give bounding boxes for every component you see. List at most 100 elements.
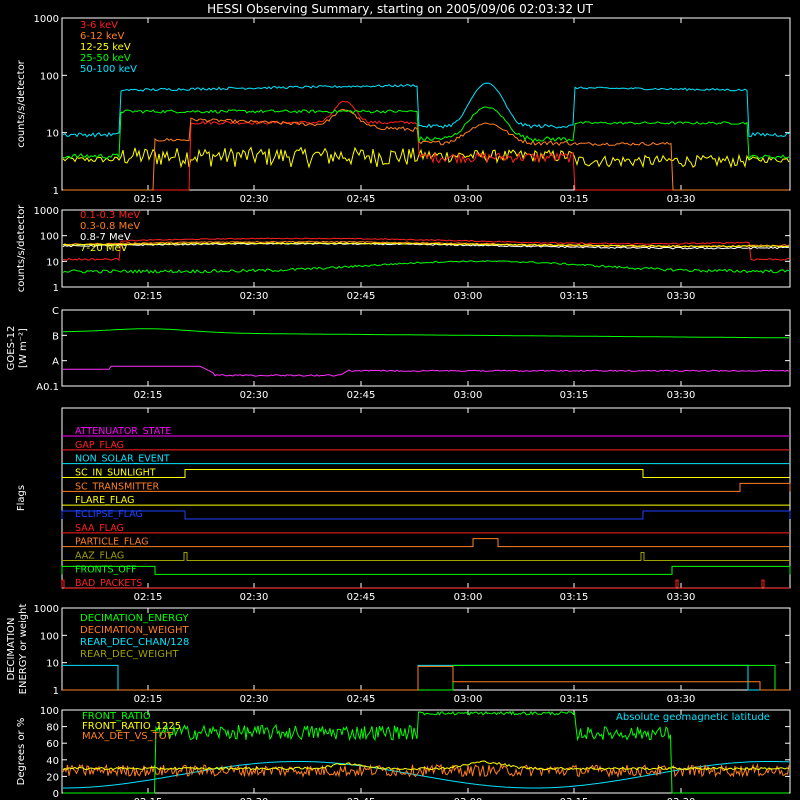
time-tick-label: 02:45 xyxy=(347,194,376,205)
y-tick-label: 1 xyxy=(53,186,59,197)
time-tick-label: 03:00 xyxy=(454,194,483,205)
flag-line xyxy=(62,482,791,492)
y-tick-label: 10 xyxy=(46,659,59,670)
goes-long-line xyxy=(62,328,790,339)
time-tick-label: 03:15 xyxy=(560,797,589,800)
series-line-2 xyxy=(62,146,790,169)
y-tick-label: B xyxy=(52,331,59,342)
y-tick-label: 80 xyxy=(46,723,59,734)
flag-line xyxy=(62,538,790,548)
flag-label: PARTICLE_FLAG xyxy=(75,537,148,548)
y-axis-label: Flags xyxy=(16,485,27,511)
y-tick-label: 100 xyxy=(40,232,59,243)
time-tick-label: 02:30 xyxy=(240,390,269,401)
y-axis-label: GOES-12 xyxy=(6,326,17,371)
y-tick-label: 10 xyxy=(46,129,59,140)
legend-entry: 50-100 keV xyxy=(80,64,137,75)
time-tick-label: 03:15 xyxy=(560,694,589,705)
y-tick-label: 100 xyxy=(40,71,59,82)
y-axis-label: ENERGY or weight xyxy=(18,604,29,695)
y-tick-label: 20 xyxy=(46,772,59,783)
flag-label: GAP_FLAG xyxy=(75,440,124,451)
series-line-0 xyxy=(62,237,790,262)
panel-flags: 02:15 02:30 02:45 03:00 03:15 03:30 Flags ATTEN… xyxy=(16,407,791,603)
y-tick-label: C xyxy=(52,306,59,317)
panel-lowE: 02:15 02:30 02:45 03:00 03:15 03:30 1 10 100 1000… xyxy=(16,14,791,205)
legend-entry: 6-12 keV xyxy=(80,31,124,42)
time-tick-label: 03:15 xyxy=(560,592,589,603)
legend-entry: FRONT_RATIO xyxy=(82,711,151,722)
legend-entry: DECIMATION_ENERGY xyxy=(80,613,189,624)
time-tick-label: 02:15 xyxy=(134,694,163,705)
time-tick-label: 02:15 xyxy=(134,390,163,401)
series-line-3 xyxy=(62,106,790,160)
y-axis-label: [W m⁻²] xyxy=(18,328,29,368)
panel-ratio: 02:15 02:30 02:45 03:00 03:15 03:30 0 20 40 60 80 1… xyxy=(16,706,791,800)
time-tick-label: 02:30 xyxy=(240,194,269,205)
y-tick-label: 60 xyxy=(46,739,59,750)
time-tick-label: 03:30 xyxy=(667,694,696,705)
series-line-2 xyxy=(62,242,790,250)
legend-entry: 0.8-7 MeV xyxy=(80,232,131,243)
series-line-1 xyxy=(62,665,790,691)
time-tick-label: 02:45 xyxy=(347,291,376,302)
time-tick-label: 02:30 xyxy=(240,291,269,302)
flag-line xyxy=(61,579,790,589)
time-tick-label: 02:15 xyxy=(134,797,163,800)
y-axis-label: Degrees or % xyxy=(16,718,27,786)
y-tick-label: 1000 xyxy=(34,206,59,217)
time-tick-label: 02:30 xyxy=(240,797,269,800)
panel-decim: 02:15 02:30 02:45 03:00 03:15 03:30 1 10 100 1000… xyxy=(6,604,791,705)
y-tick-label: A xyxy=(52,357,59,368)
series-line-4 xyxy=(62,82,790,138)
flag-line xyxy=(62,552,790,561)
series-line-0 xyxy=(63,710,789,794)
time-tick-label: 02:15 xyxy=(134,291,163,302)
time-tick-label: 02:15 xyxy=(134,194,163,205)
legend-entry: 0.1-0.3 MeV xyxy=(80,210,140,221)
y-tick-label: 1000 xyxy=(34,14,59,25)
series-line-1 xyxy=(62,760,790,771)
series-line-1 xyxy=(63,108,789,191)
time-tick-label: 02:30 xyxy=(240,592,269,603)
y-tick-label: 100 xyxy=(40,706,59,717)
y-axis-label: counts/s/detector xyxy=(16,59,27,147)
flag-line xyxy=(62,469,790,478)
flag-label: BAD_PACKETS xyxy=(75,578,142,589)
y-tick-label: 1 xyxy=(53,283,59,294)
series-line-green xyxy=(62,260,790,274)
time-tick-label: 03:30 xyxy=(667,291,696,302)
time-tick-label: 03:30 xyxy=(667,592,696,603)
flag-label: ATTENUATOR_STATE xyxy=(75,426,171,437)
time-tick-label: 03:00 xyxy=(454,797,483,800)
series-line-0 xyxy=(63,100,789,191)
time-tick-label: 02:15 xyxy=(134,592,163,603)
time-tick-label: 03:30 xyxy=(667,390,696,401)
flag-label: AAZ_FLAG xyxy=(75,551,124,562)
y-tick-label: 100 xyxy=(40,631,59,642)
flag-label: ECLIPSE_FLAG xyxy=(75,509,143,520)
series-line-2 xyxy=(62,763,790,779)
legend-entry: 3-6 keV xyxy=(80,20,118,31)
time-tick-label: 03:15 xyxy=(560,194,589,205)
flag-label: FLARE_FLAG xyxy=(75,495,135,506)
time-tick-label: 03:15 xyxy=(560,291,589,302)
flag-label: FRONTS_OFF xyxy=(75,564,137,575)
y-tick-label: 1 xyxy=(53,686,59,697)
time-tick-label: 02:45 xyxy=(347,390,376,401)
time-tick-label: 03:30 xyxy=(667,194,696,205)
y-tick-label: 40 xyxy=(46,756,59,767)
flag-label: NON_SOLAR_EVENT xyxy=(75,454,170,465)
legend-entry: 0.3-0.8 MeV xyxy=(80,221,140,232)
panel-frame xyxy=(61,709,791,794)
chart-title: HESSI Observing Summary, starting on 200… xyxy=(207,2,593,16)
time-tick-label: 03:00 xyxy=(454,291,483,302)
flag-label: SAA_FLAG xyxy=(75,523,124,534)
time-tick-label: 03:00 xyxy=(454,390,483,401)
y-axis-label: counts/s/detector xyxy=(16,204,27,292)
flag-line xyxy=(61,510,791,520)
y-tick-label: 10 xyxy=(46,257,59,268)
time-tick-label: 03:00 xyxy=(454,694,483,705)
time-tick-label: 02:45 xyxy=(347,592,376,603)
